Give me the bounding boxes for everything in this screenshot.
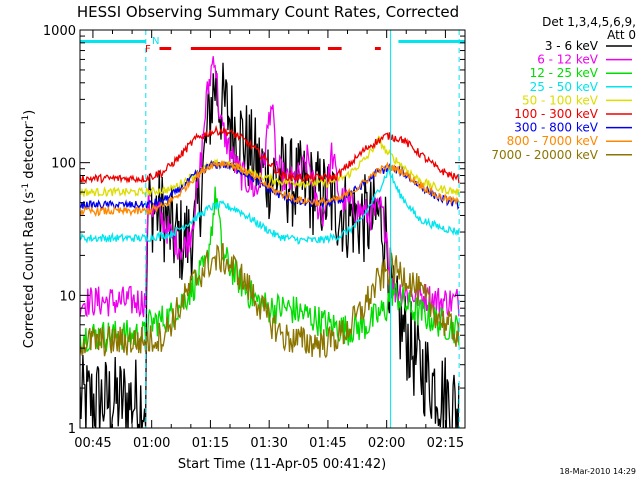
legend-header-line-2: Att 0 [607, 28, 636, 42]
y-label-mid: detector [22, 123, 37, 183]
x-tick-label: 01:00 [133, 436, 170, 451]
series-line-4 [80, 168, 460, 245]
y-tick-label: 100 [51, 157, 76, 172]
y-tick-label: 10 [59, 289, 76, 304]
x-tick-label: 02:15 [427, 436, 464, 451]
x-tick-label: 01:45 [309, 436, 346, 451]
series-line-2 [80, 56, 460, 318]
y-axis: 1 10 100 1000 [43, 24, 465, 437]
footer-date: 18-Mar-2010 14:29 [560, 467, 637, 476]
x-axis: 00:45 01:00 01:15 01:30 01:45 02:00 02:15 [74, 30, 466, 451]
y-label-end: ) [22, 110, 37, 115]
legend-label-1: 3 - 6 keV [545, 39, 599, 53]
plot-frame [79, 29, 466, 429]
x-tick-label: 02:00 [368, 436, 405, 451]
y-tick-label: 1000 [43, 24, 76, 39]
series-line-8 [80, 160, 460, 217]
y-label-sup-2: -1 [21, 115, 31, 124]
flare-bar [190, 47, 321, 50]
flare-bar [327, 47, 342, 50]
flare-flag-label: F [145, 44, 151, 55]
chart-title: HESSI Observing Summary Count Rates, Cor… [77, 3, 459, 21]
legend-label-9: 7000 - 20000 keV [491, 148, 598, 162]
x-tick-label: 00:45 [74, 436, 111, 451]
legend-header-line-1: Det 1,3,4,5,6,9, [542, 15, 636, 29]
legend-label-5: 50 - 100 keV [522, 93, 599, 107]
night-flag-label: N [152, 36, 159, 47]
flag-layer: NF [80, 30, 465, 428]
x-tick-label: 01:30 [250, 436, 287, 451]
series-line-9 [80, 242, 460, 359]
flare-bar [374, 47, 381, 50]
legend-label-6: 100 - 300 keV [514, 107, 598, 121]
night-bar [398, 40, 465, 43]
y-tick-label: 1 [68, 422, 76, 437]
y-label-main: Corrected Count Rate (s [22, 192, 37, 349]
x-axis-label: Start Time (11-Apr-05 00:41:42) [178, 457, 386, 472]
series-layer [80, 56, 460, 428]
x-tick-label: 01:15 [192, 436, 229, 451]
legend-label-8: 800 - 7000 keV [507, 134, 599, 148]
y-axis-label: Corrected Count Rate (s-1 detector-1) [21, 110, 37, 348]
legend-label-2: 6 - 12 keV [537, 53, 599, 67]
legend-label-7: 300 - 800 keV [514, 121, 598, 135]
series-line-6 [80, 124, 460, 185]
y-label-sup-1: -1 [21, 183, 31, 192]
legend-label-3: 12 - 25 keV [530, 66, 599, 80]
series-line-5 [80, 135, 460, 199]
night-bar [80, 40, 146, 43]
legend-label-4: 25 - 50 keV [530, 80, 599, 94]
flare-bar [159, 47, 172, 50]
